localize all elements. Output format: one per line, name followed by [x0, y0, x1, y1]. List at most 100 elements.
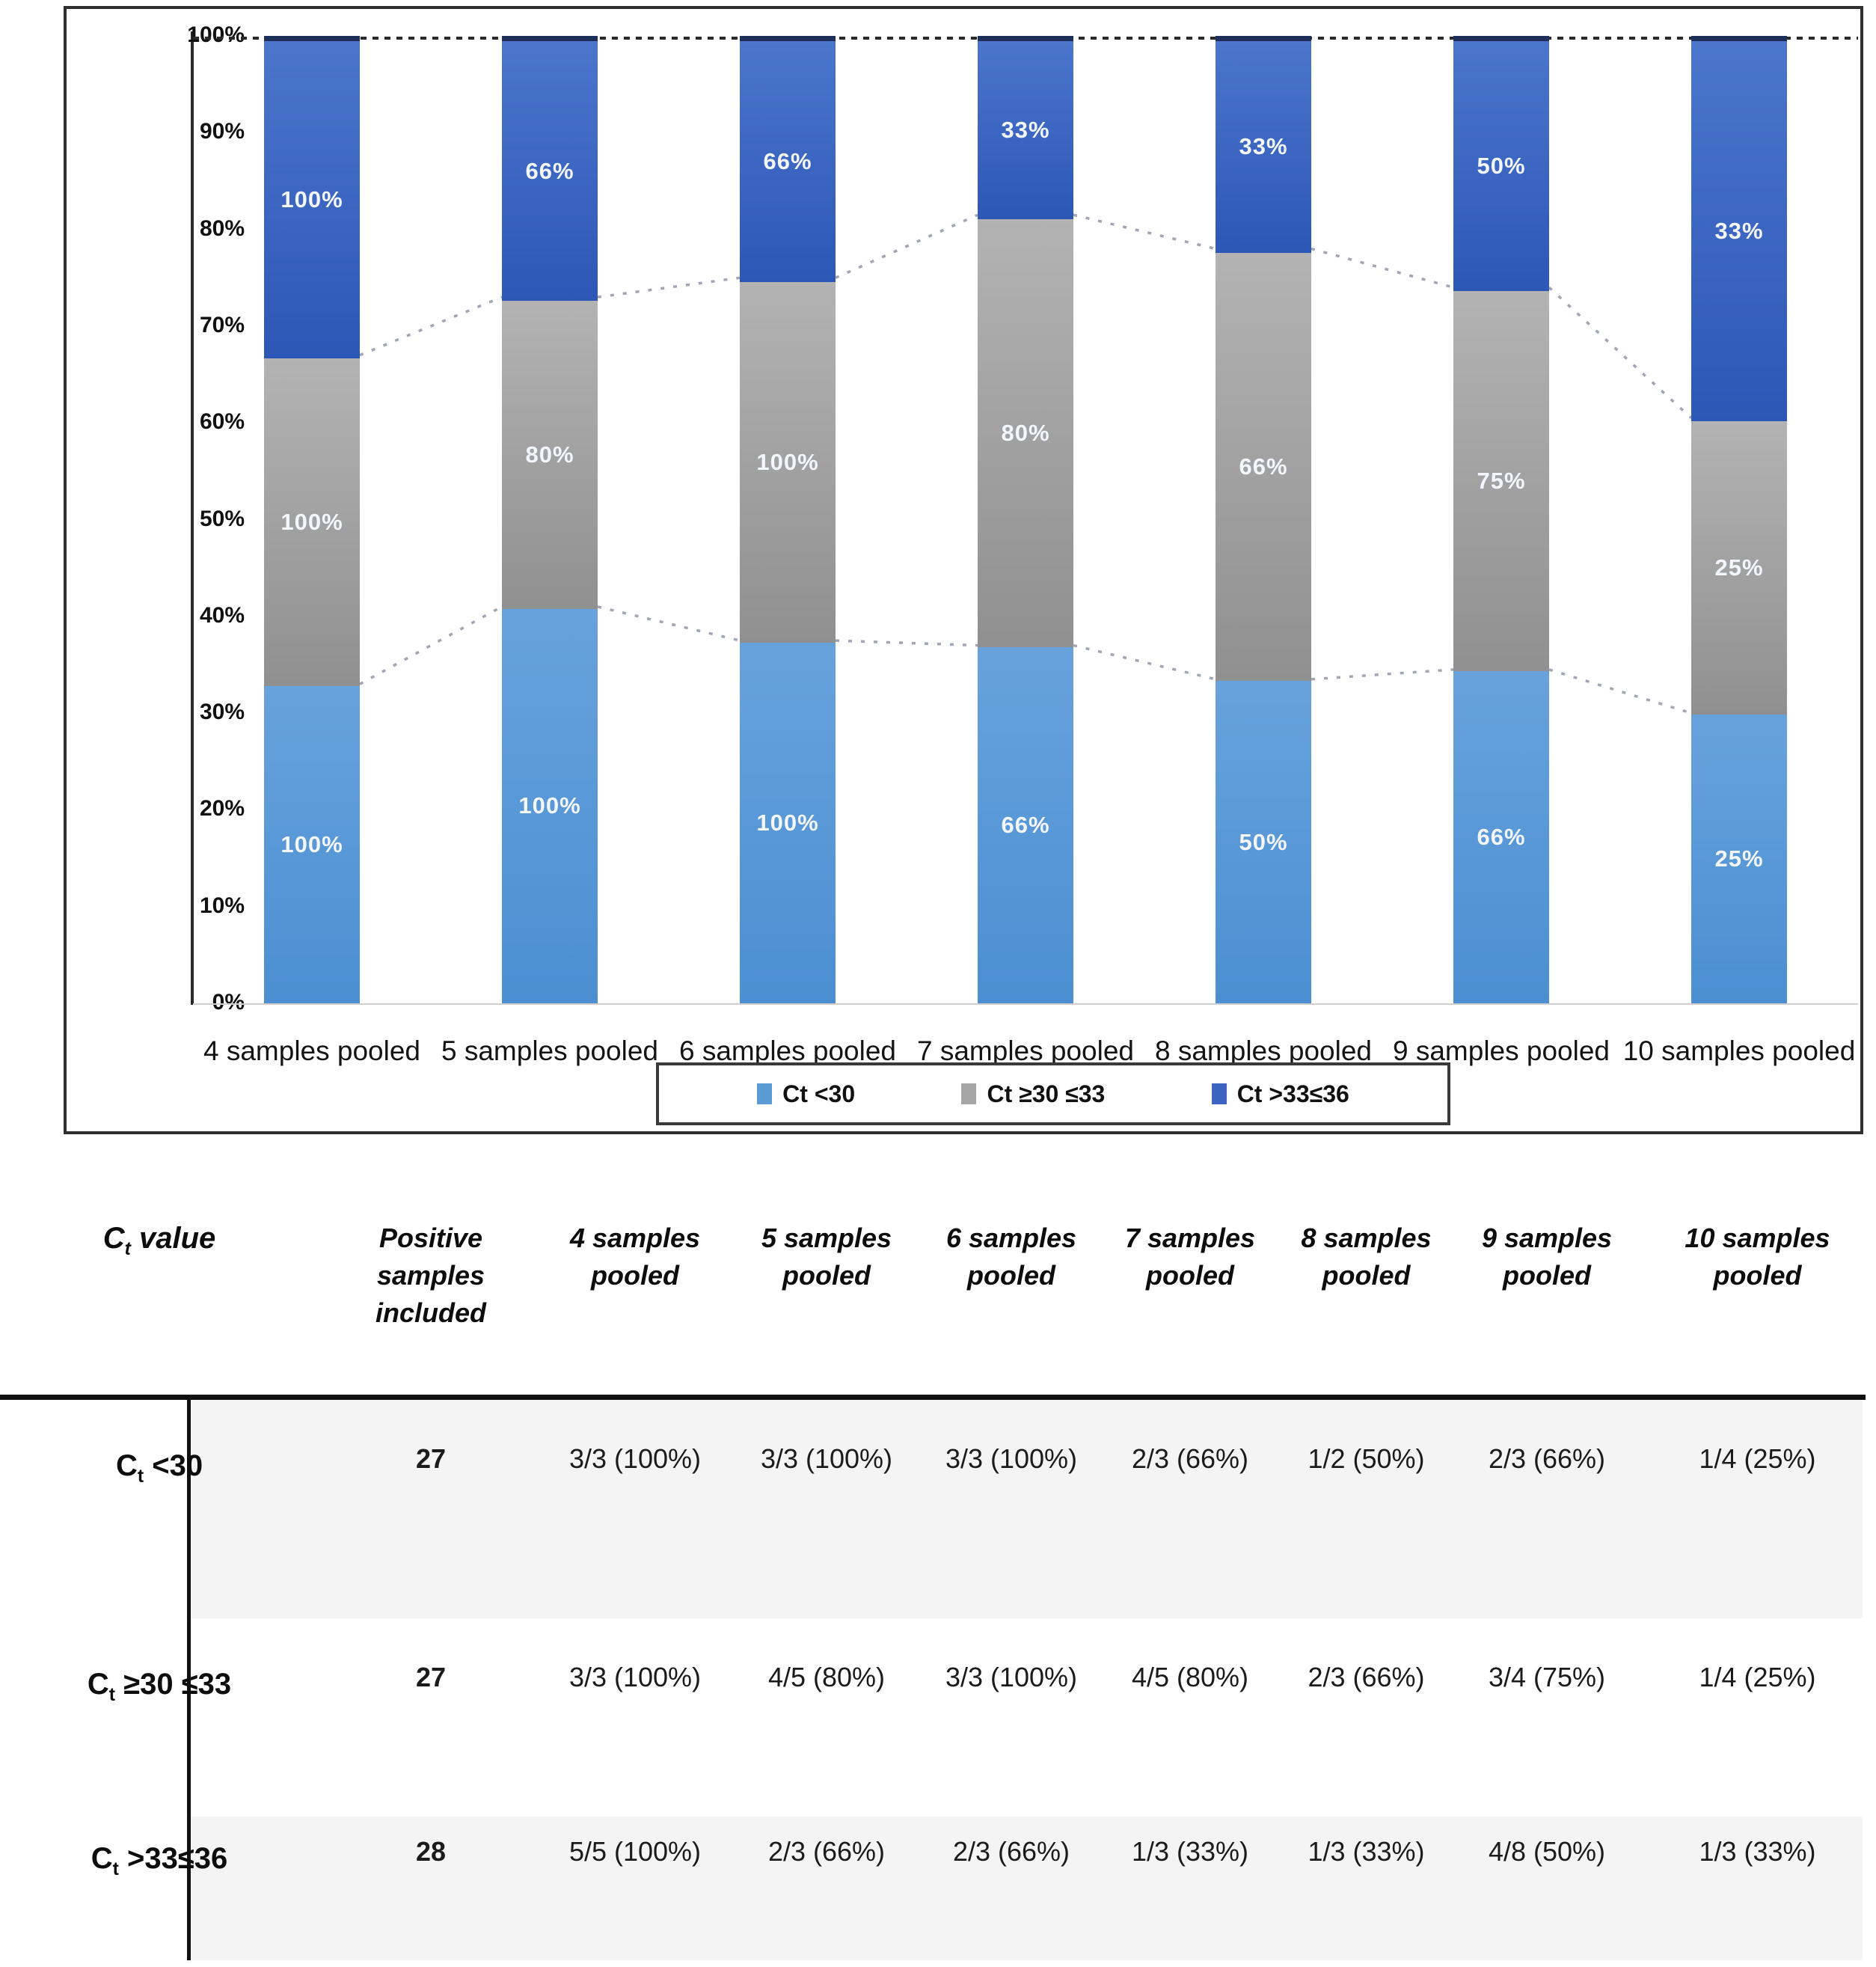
bar-segment: 66%: [1216, 252, 1311, 682]
bar-column: 25% 25% 33%: [1620, 36, 1858, 1003]
segment-value-label: 100%: [518, 792, 581, 819]
stacked-bar: 100% 100% 66%: [740, 36, 836, 1003]
bar-segment: 100%: [502, 608, 598, 1003]
segment-value-label: 66%: [1477, 824, 1526, 851]
table-cell: 4/5 (80%): [1131, 1662, 1249, 1692]
legend-item: Ct ≥30 ≤33: [961, 1080, 1105, 1108]
segment-value-label: 50%: [1477, 153, 1526, 180]
chart-figure-border: 100% 90% 80% 70% 60% 50% 40% 30% 20% 10% 0% 100% 10…: [64, 6, 1863, 1134]
segment-value-label: 33%: [1001, 116, 1050, 143]
y-axis-tick-label: 70%: [199, 312, 245, 337]
segment-value-label: 100%: [756, 448, 819, 475]
legend-label: Ct <30: [782, 1080, 856, 1107]
table-row-band: [191, 1400, 1863, 1618]
y-axis-tick-label: 10%: [199, 893, 245, 918]
y-axis-tick-label: 90%: [199, 119, 245, 144]
segment-value-label: 100%: [281, 830, 343, 857]
table-header-rule: [0, 1395, 1866, 1400]
y-axis-tick-label: 80%: [199, 215, 245, 241]
segment-value-label: 100%: [756, 809, 819, 836]
table-cell: 1/4 (25%): [1699, 1443, 1816, 1474]
table-header-row: Ct value Positive samples included 4 sampl…: [0, 1220, 1876, 1332]
segment-value-label: 100%: [281, 509, 343, 535]
table-cell: 3/3 (100%): [945, 1443, 1078, 1474]
bar-segment: 66%: [1453, 671, 1549, 1003]
dashed-trend-line: [359, 605, 503, 685]
bar-segment: 66%: [978, 647, 1073, 1003]
x-axis-category-label: 7 samples pooled: [916, 1035, 1135, 1066]
bar-segment: 66%: [502, 41, 598, 302]
bar-segment: 100%: [264, 358, 360, 686]
x-axis-line: [193, 1003, 1858, 1005]
y-axis-tick-label: 20%: [199, 796, 245, 822]
dashed-trend-line: [359, 296, 503, 357]
y-axis-tick-label: 40%: [199, 602, 245, 628]
table-row: Ct <30 27 3/3 (100%) 3/3 (100%) 3/3 (100%) 2/…: [0, 1400, 1876, 1487]
table-cell: 4/5 (80%): [767, 1662, 886, 1692]
segment-value-label: 66%: [525, 157, 574, 184]
stacked-bar: 50% 66% 33%: [1216, 36, 1311, 1003]
x-axis-category-label: 10 samples pooled: [1622, 1035, 1856, 1066]
bar-segment: 100%: [264, 41, 360, 359]
table-cell: 3/3 (100%): [568, 1662, 702, 1692]
table-vertical-divider: [187, 1395, 191, 1960]
table-cell: 4/8 (50%): [1488, 1836, 1606, 1867]
bar-segment: 75%: [1453, 291, 1549, 672]
legend-label: Ct >33≤36: [1236, 1080, 1349, 1107]
table-cell: 3/3 (100%): [568, 1443, 702, 1474]
segment-value-label: 100%: [281, 186, 343, 213]
stacked-bar: 100% 100% 100%: [264, 36, 360, 1003]
bar-segment: 100%: [740, 281, 836, 643]
table-row: Ct ≥30 ≤33 27 3/3 (100%) 4/5 (80%) 3/3 (100%…: [0, 1618, 1876, 1706]
legend-swatch: [1211, 1083, 1227, 1104]
bar-segment: 33%: [1216, 41, 1311, 253]
bar-segment: 50%: [1216, 681, 1311, 1003]
y-axis-tick-label: 30%: [199, 700, 245, 725]
bar-column: 50% 66% 33%: [1144, 36, 1382, 1003]
x-axis-category-label: 8 samples pooled: [1154, 1035, 1373, 1066]
x-axis-category-label: 4 samples pooled: [203, 1035, 421, 1066]
table-cell: 1/3 (33%): [1699, 1836, 1816, 1867]
chart-legend: Ct <30 Ct ≥30 ≤33 Ct >33≤36: [656, 1062, 1450, 1125]
table-header-cell: 6 samples pooled: [945, 1223, 1077, 1291]
table-row-band: [191, 1817, 1863, 1960]
bar-column: 100% 100% 66%: [669, 36, 907, 1003]
table-cell: 1/4 (25%): [1699, 1662, 1816, 1692]
row-label: Ct ≥30 ≤33: [87, 1668, 232, 1705]
bar-column: 100% 80% 66%: [431, 36, 669, 1003]
segment-value-label: 33%: [1239, 133, 1288, 160]
y-axis-tick-label: 100%: [187, 22, 245, 47]
bar-segment: 33%: [978, 41, 1073, 219]
bar-segment: 100%: [264, 685, 360, 1003]
x-axis-category-label: 9 samples pooled: [1392, 1035, 1610, 1066]
row-label: Ct >33≤36: [91, 1842, 228, 1879]
segment-value-label: 25%: [1714, 845, 1764, 872]
bars-group: 100% 100% 100% 100% 80% 66% 100% 100% 66% 66% 80% 3…: [193, 36, 1858, 1003]
table-header-cell: 4 samples pooled: [569, 1223, 701, 1291]
legend-label: Ct ≥30 ≤33: [987, 1080, 1106, 1107]
table-cell: 1/2 (50%): [1308, 1443, 1425, 1474]
segment-value-label: 66%: [763, 147, 812, 174]
table-cell: 5/5 (100%): [568, 1836, 702, 1867]
table-cell: 1/3 (33%): [1131, 1836, 1249, 1867]
table-header-cell: Positive samples included: [375, 1223, 486, 1328]
legend-swatch: [757, 1083, 773, 1104]
table-cell: 3/3 (100%): [945, 1662, 1078, 1692]
stacked-bar: 100% 80% 66%: [502, 36, 598, 1003]
y-axis-tick-label: 60%: [199, 409, 245, 435]
trend-lines-svg: [193, 37, 1858, 715]
bar-segment: 25%: [1691, 420, 1787, 715]
table-header-cell: 5 samples pooled: [761, 1223, 892, 1291]
bar-segment: 50%: [1453, 41, 1549, 292]
bar-segment: 25%: [1691, 715, 1787, 1003]
segment-value-label: 80%: [525, 441, 574, 468]
table-cell: 2/3 (66%): [952, 1836, 1070, 1867]
positive-samples-cell: 27: [415, 1443, 447, 1474]
dashed-trend-line: [835, 213, 978, 279]
positive-samples-cell: 27: [415, 1662, 447, 1692]
table-cell: 2/3 (66%): [1488, 1443, 1606, 1474]
legend-item: Ct <30: [757, 1080, 855, 1108]
table-cell: 2/3 (66%): [767, 1836, 886, 1867]
x-axis-category-label: 5 samples pooled: [441, 1035, 659, 1066]
